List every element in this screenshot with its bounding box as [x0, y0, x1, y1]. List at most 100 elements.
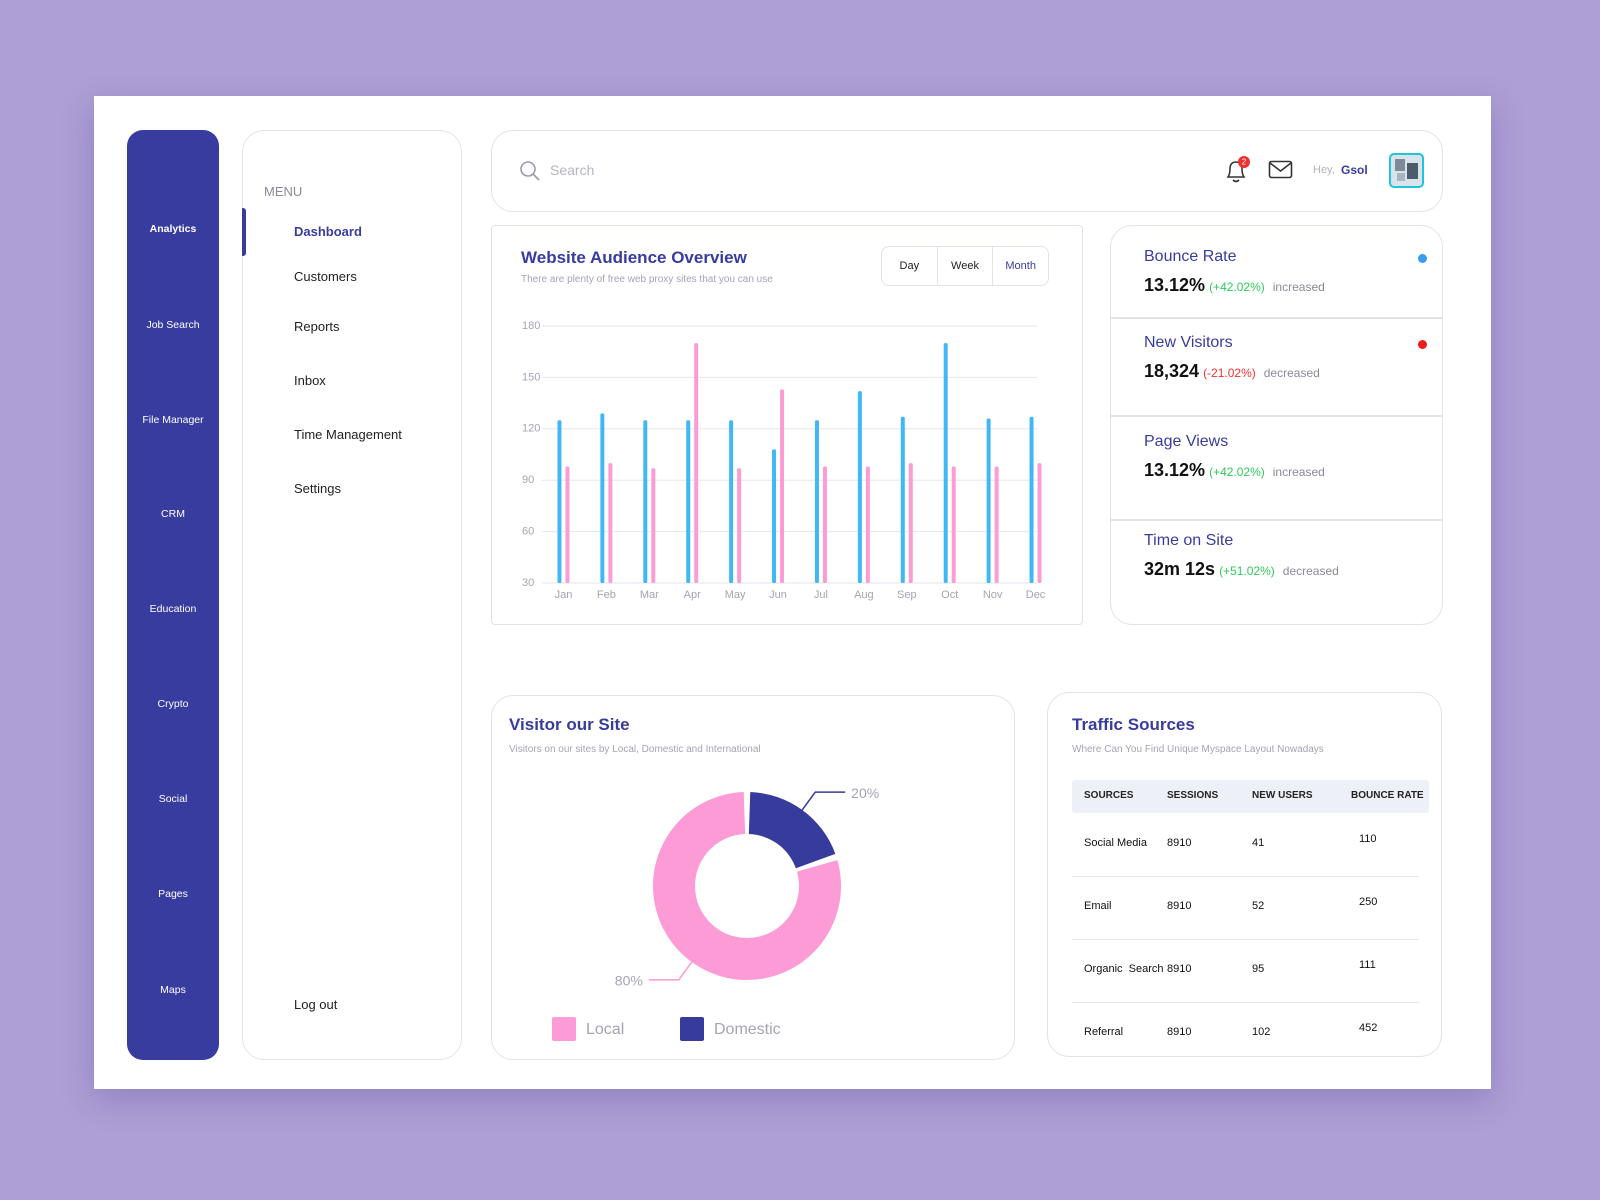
table-cell: 110 — [1359, 833, 1377, 845]
stats-card: Bounce Rate 13.12% (+42.02%) increased New V… — [1110, 225, 1443, 625]
nav-label[interactable]: Social — [158, 793, 188, 805]
table-cell: 102 — [1252, 1026, 1271, 1038]
bar — [686, 420, 691, 583]
menu-item[interactable]: Customers — [294, 269, 357, 284]
status-dot — [1418, 254, 1427, 263]
column-header: BOUNCE RATE — [1351, 790, 1424, 801]
search-icon — [520, 161, 540, 181]
bar — [994, 466, 999, 583]
menu-item[interactable]: Dashboard — [294, 224, 362, 239]
stat-status: increased — [1272, 280, 1325, 294]
y-tick-label: 30 — [522, 577, 534, 589]
nav-label[interactable]: File Manager — [142, 414, 204, 426]
traffic-title: Traffic Sources — [1072, 715, 1195, 734]
mail-icon[interactable] — [1268, 160, 1294, 180]
stat-change: (+42.02%) — [1209, 465, 1265, 479]
table-cell: 52 — [1252, 900, 1265, 912]
x-tick-label: Sep — [897, 589, 917, 601]
nav-label[interactable]: Education — [149, 603, 197, 615]
visitor-card: Visitor our Site Visitors on our sites b… — [491, 695, 1015, 1060]
y-tick-label: 150 — [522, 371, 540, 383]
label-leader — [799, 791, 846, 814]
stat-value: 32m 12s — [1144, 559, 1216, 579]
bar — [772, 449, 777, 583]
slice-label: 80% — [615, 973, 643, 989]
table-cell: 8910 — [1167, 900, 1192, 912]
column-header: NEW USERS — [1252, 790, 1313, 801]
bar — [565, 466, 570, 583]
menu-item[interactable]: Reports — [294, 319, 340, 334]
stat-change: (-21.02%) — [1203, 366, 1256, 380]
notification-bell[interactable]: 2 — [1222, 155, 1252, 187]
traffic-subtitle: Where Can You Find Unique Myspace Layout… — [1072, 744, 1324, 755]
table-cell: 111 — [1359, 959, 1376, 971]
stat-status: decreased — [1282, 564, 1339, 578]
user-avatar[interactable] — [1389, 153, 1424, 188]
y-tick-label: 120 — [522, 423, 540, 435]
table-cell: 250 — [1359, 896, 1378, 908]
donut-slice — [653, 792, 841, 980]
table-cell: 41 — [1252, 837, 1265, 849]
table-cell: 8910 — [1167, 963, 1192, 975]
legend-label: Local — [586, 1021, 624, 1038]
range-option[interactable]: Day — [899, 260, 920, 272]
bar — [1037, 463, 1042, 583]
bar — [986, 418, 991, 583]
search-input[interactable]: Search — [550, 162, 595, 178]
divider — [1111, 317, 1442, 319]
bar — [600, 413, 605, 583]
bar — [651, 468, 656, 583]
stat-row: 13.12% (+42.02%) increased — [1144, 460, 1325, 481]
stat-change: (+51.02%) — [1219, 564, 1275, 578]
nav-label[interactable]: Analytics — [149, 223, 197, 235]
legend-label: Domestic — [714, 1021, 781, 1038]
donut-chart: 80% 20% Local Domestic — [552, 785, 879, 1041]
user-name[interactable]: Gsol — [1341, 163, 1368, 177]
range-option[interactable]: Week — [936, 247, 993, 285]
nav-label[interactable]: Pages — [158, 888, 188, 900]
status-dot — [1418, 340, 1427, 349]
nav-label[interactable]: CRM — [161, 508, 185, 520]
stat-change: (+42.02%) — [1209, 280, 1265, 294]
stat-row: 32m 12s (+51.02%) decreased — [1144, 559, 1339, 580]
bar — [1029, 416, 1034, 583]
menu-item[interactable]: Time Management — [294, 427, 402, 442]
active-indicator — [242, 208, 246, 256]
bar — [737, 468, 742, 583]
x-tick-label: Jun — [769, 589, 787, 601]
notification-count: 2 — [1242, 158, 1247, 167]
table-cell: 452 — [1359, 1022, 1378, 1034]
x-tick-label: Mar — [640, 589, 659, 601]
menu-item[interactable]: Settings — [294, 481, 341, 496]
bar — [608, 463, 613, 583]
chart-title: Website Audience Overview — [521, 248, 747, 267]
bar — [694, 343, 699, 583]
stat-title: New Visitors — [1144, 334, 1233, 351]
bar — [643, 420, 648, 583]
bar — [557, 420, 562, 583]
donut-slice — [748, 792, 836, 869]
stat-title: Time on Site — [1144, 532, 1234, 549]
nav-label[interactable]: Crypto — [157, 698, 189, 710]
chart-title: Visitor our Site — [509, 715, 630, 734]
bar — [908, 463, 913, 583]
x-tick-label: Dec — [1026, 589, 1046, 601]
bar — [900, 416, 905, 583]
column-header: SESSIONS — [1167, 790, 1219, 801]
y-tick-label: 180 — [522, 320, 540, 332]
nav-label[interactable]: Job Search — [146, 319, 200, 331]
x-tick-label: Apr — [684, 589, 701, 601]
x-tick-label: Aug — [854, 589, 874, 601]
logout[interactable]: Log out — [294, 997, 338, 1012]
range-option[interactable]: Month — [992, 247, 1048, 285]
menu-item[interactable]: Inbox — [294, 373, 326, 388]
bar — [814, 420, 819, 583]
stat-status: increased — [1272, 465, 1325, 479]
table-cell: Social Media — [1084, 837, 1147, 849]
x-tick-label: Jan — [555, 589, 573, 601]
greeting: Hey, — [1313, 164, 1335, 176]
traffic-card: Traffic Sources Where Can You Find Uniqu… — [1047, 692, 1442, 1057]
table-cell: Email — [1084, 900, 1112, 912]
nav-label[interactable]: Maps — [160, 984, 186, 996]
